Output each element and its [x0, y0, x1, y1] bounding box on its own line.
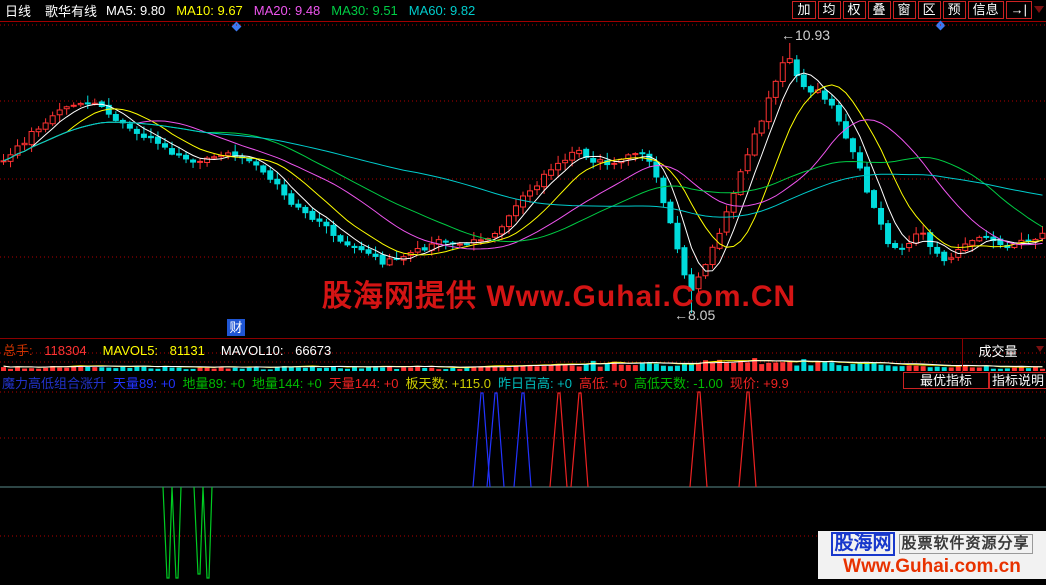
- indicator-header: 魔力高低组合涨升 天量89: +0 地量89: +0 地量144: +0 天量144: …: [2, 373, 796, 392]
- volume-chart[interactable]: [0, 339, 1046, 372]
- indicator-field: 板天数: +115.0: [405, 376, 491, 391]
- logo-site-name: 股海网: [831, 532, 895, 556]
- indicator-field: 现价: +9.9: [729, 376, 789, 391]
- toolbar-buttons: 加均权叠窗区预信息 →|: [792, 1, 1032, 19]
- indicator-field: 高低天数: -1.00: [634, 376, 723, 391]
- volume-field: 总手: 118304: [3, 343, 87, 358]
- high-annotation: ←10.93: [781, 27, 831, 43]
- ma-value: MA30: 9.51: [331, 3, 398, 18]
- stock-name: 歌华有线: [45, 4, 98, 19]
- ma-value: MA5: 9.80: [106, 3, 166, 18]
- toolbar-button[interactable]: 窗: [892, 1, 916, 19]
- indicator-field: 昨日百高: +0: [497, 376, 572, 391]
- toolbar-button[interactable]: 区: [917, 1, 941, 19]
- toolbar: 日线 歌华有线 MA5: 9.80 MA10: 9.67 MA20: 9.48 MA3…: [0, 0, 1046, 22]
- ma-value: MA20: 9.48: [253, 3, 321, 18]
- indicator-chart[interactable]: [0, 390, 1046, 585]
- indicator-field: 天量89: +0: [113, 376, 176, 391]
- toolbar-button[interactable]: 权: [842, 1, 866, 19]
- volume-pane-label[interactable]: 成交量: [978, 344, 1018, 359]
- ma-legend: MA5: 9.80 MA10: 9.67 MA20: 9.48 MA30: 9.51 M…: [106, 3, 486, 18]
- main-candlestick-chart[interactable]: [0, 22, 1046, 338]
- pane-divider: [0, 338, 1046, 339]
- finance-news-tag[interactable]: 财: [227, 319, 245, 336]
- toolbar-button[interactable]: 预: [942, 1, 966, 19]
- low-annotation: ←8.05: [674, 307, 716, 323]
- indicator-field: 天量144: +0: [328, 376, 399, 391]
- volume-header: 总手: 118304 MAVOL5: 81131 MAVOL10: 66673: [3, 340, 347, 359]
- watermark: 股海网提供 Www.Guhai.Com.CN: [322, 280, 797, 313]
- logo-url: Www.Guhai.com.cn: [843, 556, 1021, 577]
- ma-value: MA60: 9.82: [408, 3, 476, 18]
- toolbar-button[interactable]: 信息: [967, 1, 1004, 19]
- indicator-field: 魔力高低组合涨升: [2, 376, 107, 391]
- indicator-field: 地量89: +0: [182, 376, 246, 391]
- guhai-logo: 股海网 股票软件资源分享 Www.Guhai.com.cn: [818, 531, 1046, 579]
- volume-field: MAVOL10: 66673: [220, 343, 332, 358]
- volume-field: MAVOL5: 81131: [102, 343, 205, 358]
- toolbar-button[interactable]: 加: [792, 1, 816, 19]
- ma-value: MA10: 9.67: [176, 3, 243, 18]
- indicator-field: 地量144: +0: [252, 376, 322, 391]
- indicator-field: 高低: +0: [578, 376, 628, 391]
- period-label[interactable]: 日线: [5, 4, 32, 19]
- best-indicator-button[interactable]: 最优指标: [903, 372, 989, 389]
- volume-dropdown-icon[interactable]: [1036, 346, 1044, 352]
- logo-tagline: 股票软件资源分享: [898, 534, 1033, 554]
- dropdown-triangle-icon[interactable]: [1034, 6, 1044, 13]
- toolbar-button[interactable]: 均: [817, 1, 841, 19]
- toolbar-button[interactable]: 叠: [867, 1, 891, 19]
- expand-right-icon[interactable]: →|: [1005, 1, 1032, 19]
- pane-divider: [962, 339, 963, 372]
- indicator-help-button[interactable]: 指标说明: [989, 372, 1046, 389]
